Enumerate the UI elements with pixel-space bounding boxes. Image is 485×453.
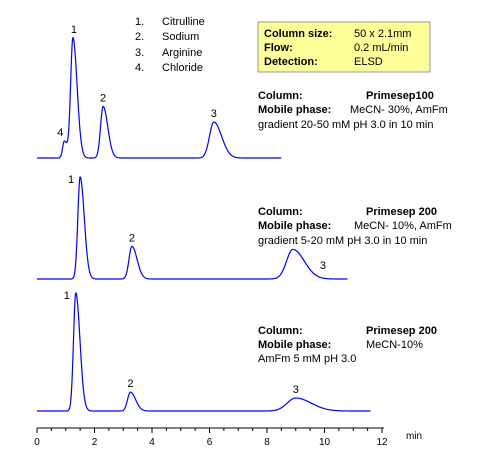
x-tick-label-2: 2 [92, 437, 98, 448]
x-tick-label-4: 4 [149, 437, 155, 448]
x-tick-label-10: 10 [319, 437, 331, 448]
panel-2-column-value: Primesep 200 [366, 206, 437, 218]
time-axis-ticks: 0 2 4 6 8 10 12 [34, 428, 388, 448]
column-size-value: 50 x 2.1mm [354, 28, 411, 40]
conditions-box: Column size: 50 x 2.1mm Flow: 0.2 mL/min… [257, 21, 431, 73]
peak-label-trace-2-peak-2: 2 [129, 232, 135, 244]
peak-labels: 4 1 2 3 1 2 3 1 2 3 [57, 24, 326, 396]
conditions-box-background [257, 21, 431, 73]
panel-3-column-value: Primesep 200 [366, 325, 437, 337]
flow-value: 0.2 mL/min [354, 42, 408, 54]
panel-3-mobile-value: MeCN-10% [366, 339, 423, 351]
panel-2-conditions: Column: Primesep 200 Mobile phase: MeCN-… [258, 206, 452, 247]
peak-label-trace-3-peak-3: 3 [293, 384, 299, 396]
legend-num-1: 1. [135, 16, 144, 28]
x-tick-label-0: 0 [34, 437, 40, 448]
panel-2-mobile-label: Mobile phase: [258, 220, 331, 232]
panel-1-mobile-label: Mobile phase: [258, 104, 331, 116]
time-axis-unit: min [406, 431, 422, 442]
chromatogram-trace-3 [37, 291, 371, 412]
column-size-label: Column size: [264, 28, 332, 40]
panel-1-column-label: Column: [258, 90, 303, 102]
detection-value: ELSD [354, 56, 383, 68]
detection-label: Detection: [264, 56, 318, 68]
panel-1-gradient: gradient 20-50 mM pH 3.0 in 10 min [258, 119, 433, 131]
flow-label: Flow: [264, 42, 293, 54]
x-tick-label-8: 8 [264, 437, 270, 448]
peak-label-trace-3-peak-2: 2 [127, 378, 133, 390]
panel-1-mobile-value: MeCN- 30%, AmFm [350, 104, 448, 116]
legend-name-4: Chloride [162, 62, 203, 74]
legend-name-3: Arginine [162, 47, 202, 59]
legend-num-2: 2. [135, 31, 144, 43]
panel-3-column-label: Column: [258, 325, 303, 337]
peak-label-trace-1-peak-1: 1 [71, 24, 77, 36]
chromatogram-traces [37, 36, 371, 412]
peak-label-trace-1-peak-3: 3 [211, 108, 217, 120]
legend-name-2: Sodium [162, 31, 199, 43]
panel-3-mobile-label: Mobile phase: [258, 339, 331, 351]
chromatogram-trace-2 [37, 175, 348, 280]
peak-label-trace-3-peak-1: 1 [64, 290, 70, 302]
panel-3-buffer: AmFm 5 mM pH 3.0 [258, 353, 356, 365]
panel-2-gradient: gradient 5-20 mM pH 3.0 in 10 min [258, 235, 427, 247]
time-axis: 0 2 4 6 8 10 12 min [34, 427, 422, 448]
panel-2-column-label: Column: [258, 206, 303, 218]
peak-label-trace-2-peak-3: 3 [320, 260, 326, 272]
x-tick-label-12: 12 [376, 437, 388, 448]
peak-label-trace-1-peak-4: 4 [57, 127, 63, 139]
compound-legend: 1. Citrulline 2. Sodium 3. Arginine 4. C… [135, 16, 205, 74]
panel-1-column-value: Primesep100 [366, 90, 434, 102]
panel-3-conditions: Column: Primesep 200 Mobile phase: MeCN-… [258, 325, 437, 365]
peak-label-trace-2-peak-1: 1 [68, 174, 74, 186]
peak-label-trace-1-peak-2: 2 [100, 92, 106, 104]
panel-1-conditions: Column: Primesep100 Mobile phase: MeCN- … [258, 90, 448, 131]
panel-2-mobile-value: MeCN- 10%, AmFm [354, 220, 452, 232]
chromatogram-trace-1 [37, 36, 282, 159]
x-tick-label-6: 6 [207, 437, 213, 448]
legend-num-3: 3. [135, 47, 144, 59]
legend-name-1: Citrulline [162, 16, 205, 28]
legend-num-4: 4. [135, 62, 144, 74]
